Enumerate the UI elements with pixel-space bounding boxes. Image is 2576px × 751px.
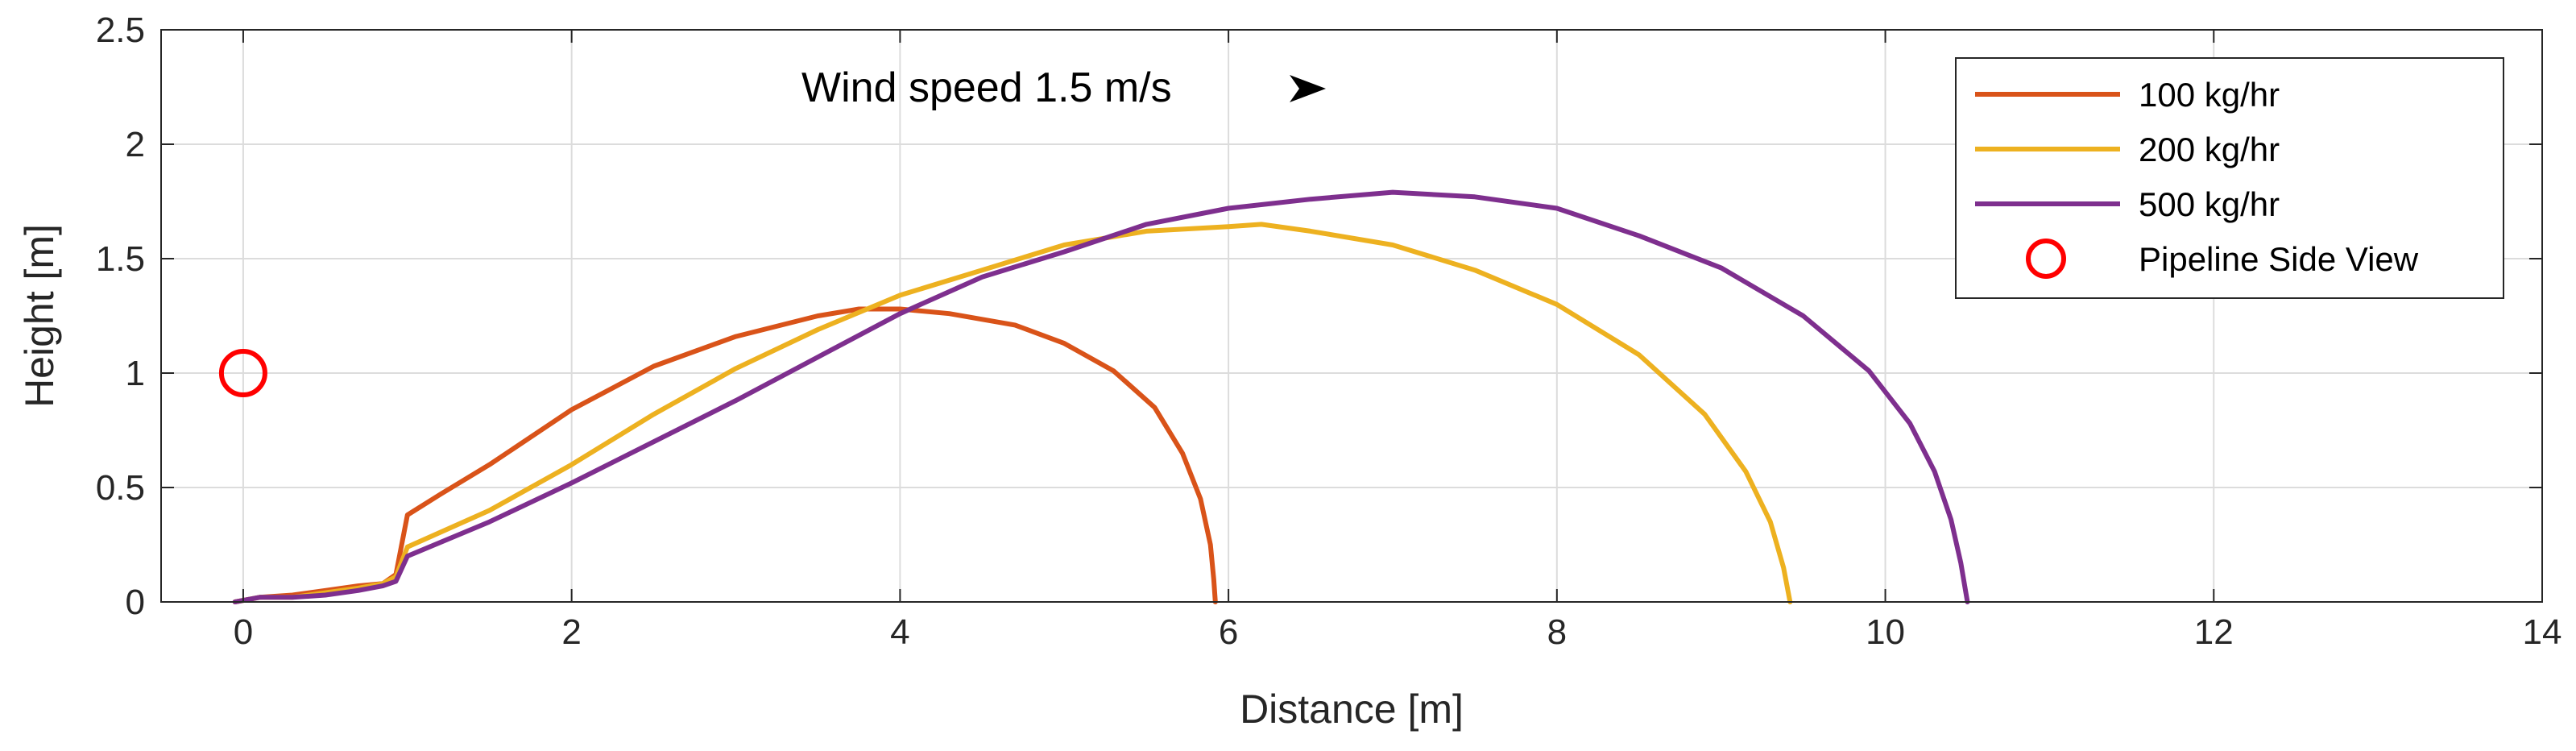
x-tick-label: 4	[890, 612, 909, 652]
legend-entry: Pipeline Side View	[2026, 239, 2419, 279]
legend-entry: 100 kg/hr	[1975, 76, 2280, 114]
legend-entry: 200 kg/hr	[1975, 131, 2280, 168]
y-tick-label: 1	[126, 354, 145, 393]
tick-labels: 0 2 4 6 8 10 12 14 0 0.5 1 1.5 2 2.5	[96, 10, 2562, 652]
x-tick-label: 12	[2194, 612, 2234, 652]
x-tick-label: 14	[2523, 612, 2562, 652]
legend-marker	[2026, 239, 2066, 279]
x-tick-label: 6	[1219, 612, 1238, 652]
x-tick-label: 10	[1866, 612, 1905, 652]
series-layer	[218, 189, 1970, 604]
y-tick-label: 1.5	[96, 239, 145, 279]
y-axis-label: Height [m]	[17, 224, 62, 408]
y-tick-label: 0	[126, 583, 145, 622]
x-tick-label: 0	[234, 612, 253, 652]
legend-label: Pipeline Side View	[2139, 240, 2419, 278]
wind-annotation-text: Wind speed 1.5 m/s	[801, 64, 1172, 111]
y-tick-label: 2.5	[96, 10, 145, 50]
legend-box	[1955, 57, 2504, 299]
y-tick-label: 2	[126, 125, 145, 164]
pipeline-marker	[218, 349, 267, 397]
arrow-right-icon	[1290, 75, 1326, 102]
legend-label: 100 kg/hr	[2139, 76, 2280, 114]
x-tick-label: 8	[1547, 612, 1567, 652]
legend-entry: 500 kg/hr	[1975, 185, 2280, 223]
y-tick-label: 0.5	[96, 468, 145, 508]
legend-label: 500 kg/hr	[2139, 185, 2280, 223]
legend: 100 kg/hr 200 kg/hr 500 kg/hr Pipeline Side…	[1955, 57, 2504, 299]
legend-label: 200 kg/hr	[2139, 131, 2280, 168]
wind-annotation: Wind speed 1.5 m/s	[801, 64, 1326, 111]
series-line-2	[232, 189, 1970, 604]
ticks	[161, 29, 2543, 603]
x-axis-label: Distance [m]	[1240, 687, 1464, 732]
plot-box	[160, 29, 2543, 603]
x-tick-label: 2	[561, 612, 581, 652]
